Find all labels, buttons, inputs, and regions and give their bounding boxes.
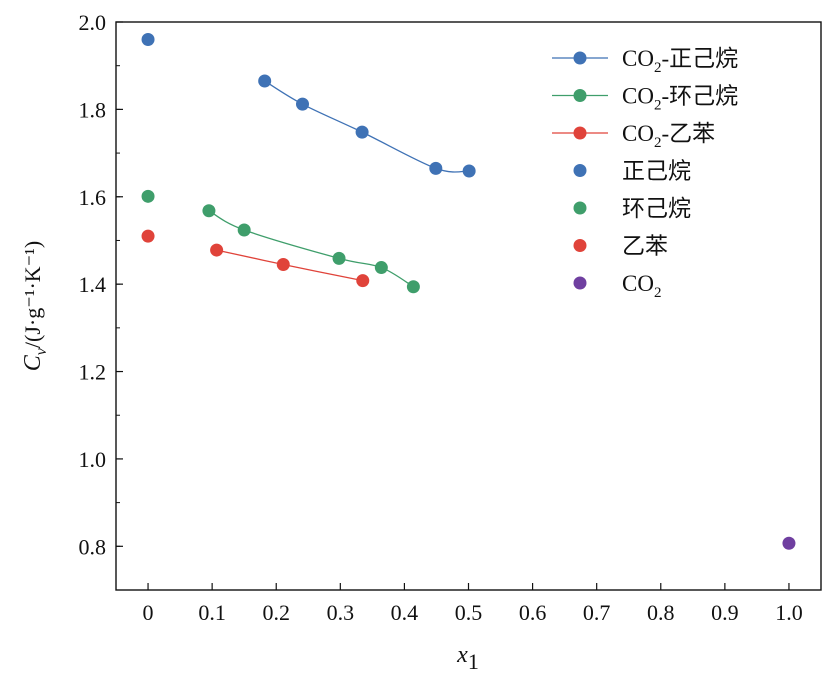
- x-tick-label: 0.8: [647, 600, 675, 625]
- series-0: [258, 74, 476, 178]
- legend-item: CO2-环己烷: [552, 84, 738, 114]
- legend-item: CO2-正己烷: [552, 46, 738, 76]
- data-point: [296, 97, 310, 111]
- y-tick-label: 1.0: [79, 447, 107, 472]
- legend-marker: [573, 51, 587, 65]
- data-point: [258, 74, 272, 88]
- axis-ticks: 0 0.1 0.2 0.3 0.4 0.5 0.6 0.7 0.8 0.9 1.0 0.8 1.0 1.2…: [79, 10, 803, 625]
- data-point: [355, 125, 369, 139]
- legend-item: 乙苯: [573, 234, 668, 259]
- legend-label: 乙苯: [622, 234, 668, 259]
- legend-label: CO2-正己烷: [622, 46, 738, 76]
- data-point: [141, 189, 155, 203]
- y-tick-label: 2.0: [79, 10, 107, 35]
- y-axis-label: Cv/(J·g⁻¹·K⁻¹): [20, 241, 50, 371]
- data-point: [782, 536, 796, 550]
- series-1: [202, 204, 420, 294]
- legend-label: CO2-环己烷: [622, 84, 738, 114]
- legend-item: 环己烷: [573, 196, 691, 221]
- legend-label: CO2: [622, 271, 661, 301]
- legend-marker: [573, 239, 587, 252]
- y-tick-label: 1.4: [79, 272, 107, 297]
- data-point: [406, 280, 420, 294]
- data-point: [374, 261, 388, 275]
- legend-marker: [573, 164, 587, 177]
- data-point: [462, 164, 476, 178]
- legend-marker: [573, 126, 587, 140]
- y-tick-label: 1.6: [79, 185, 107, 210]
- x-tick-label: 0.6: [519, 600, 547, 625]
- y-tick-label: 0.8: [79, 534, 107, 559]
- data-point: [141, 32, 155, 46]
- series-line: [208, 210, 414, 288]
- x-tick-label: 0: [143, 600, 154, 625]
- x-axis-label: x1: [456, 642, 479, 674]
- data-point: [210, 243, 224, 257]
- series-6: [782, 536, 796, 550]
- legend-label: 环己烷: [622, 196, 691, 221]
- legend-item: 正己烷: [573, 159, 691, 184]
- legend-item: CO2-乙苯: [552, 121, 715, 151]
- x-tick-label: 0.2: [262, 600, 290, 625]
- series-2: [210, 243, 370, 288]
- y-tick-label: 1.2: [79, 360, 107, 385]
- data-point: [429, 161, 443, 175]
- series-line: [264, 80, 470, 173]
- y-tick-label: 1.8: [79, 97, 107, 122]
- x-tick-label: 0.1: [198, 600, 226, 625]
- x-tick-label: 0.4: [391, 600, 419, 625]
- series-layer: [141, 32, 796, 550]
- data-point: [237, 223, 251, 237]
- legend-label: 正己烷: [622, 159, 691, 184]
- legend-marker: [573, 201, 587, 215]
- series-3: [141, 32, 155, 46]
- data-point: [276, 257, 290, 271]
- data-point: [356, 274, 370, 288]
- data-point: [332, 251, 346, 265]
- x-tick-label: 0.9: [711, 600, 739, 625]
- legend-item: CO2: [573, 271, 661, 301]
- x-tick-label: 0.3: [327, 600, 355, 625]
- series-5: [141, 229, 155, 243]
- x-tick-label: 0.5: [455, 600, 483, 625]
- series-4: [141, 189, 155, 203]
- legend-label: CO2-乙苯: [622, 121, 715, 151]
- data-point: [202, 204, 216, 218]
- legend-marker: [573, 276, 587, 290]
- x-tick-label: 0.7: [583, 600, 611, 625]
- x-tick-label: 1.0: [775, 600, 803, 625]
- legend-marker: [573, 89, 587, 102]
- data-point: [141, 229, 155, 243]
